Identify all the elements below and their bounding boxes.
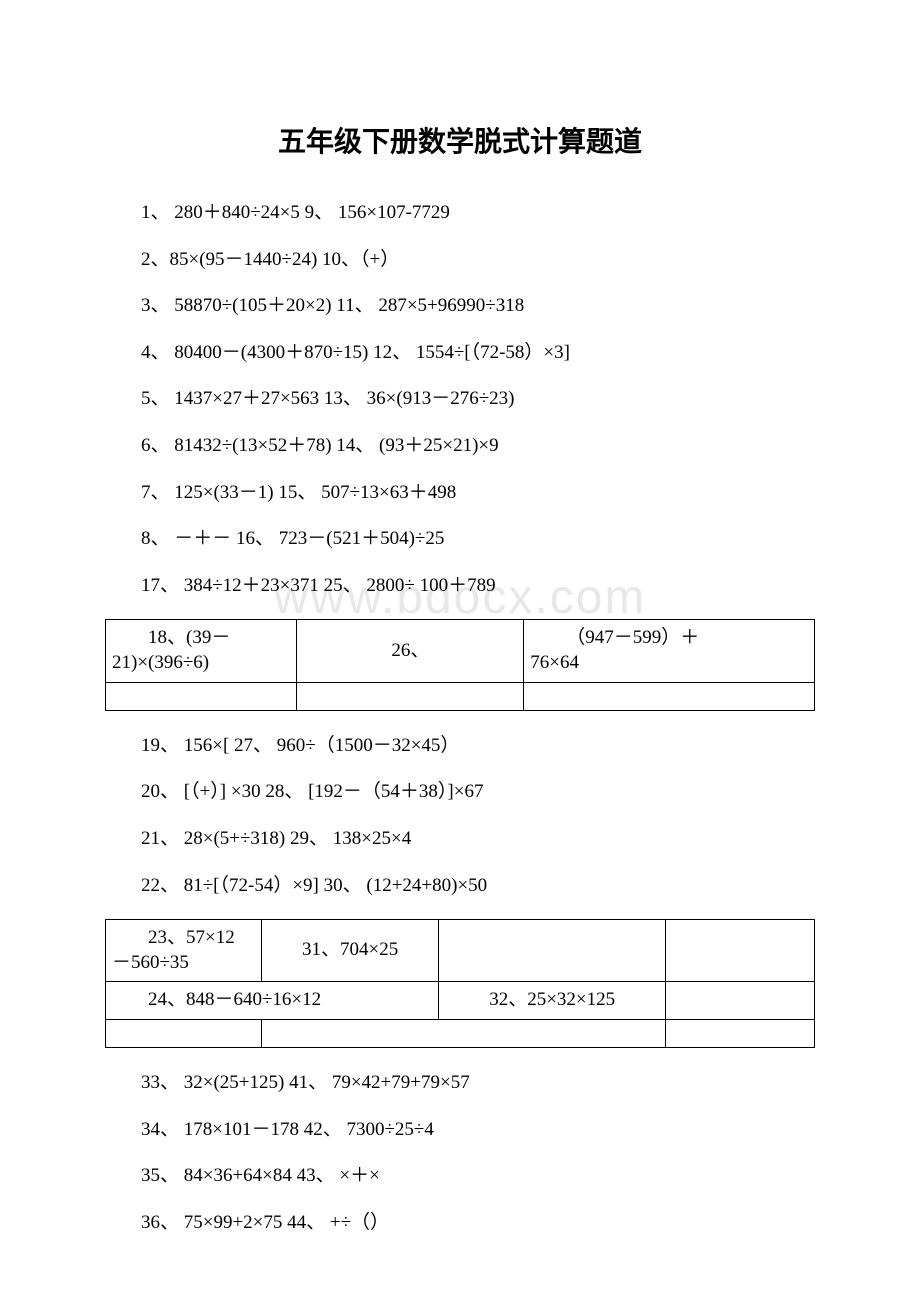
table-cell: 18、(39－ 21)×(396÷6) — [106, 620, 297, 682]
problem-line: 4、 80400－(4300＋870÷15) 12、 1554÷[（72-58）… — [105, 340, 815, 367]
table-cell: 23、57×12 －560÷35 — [106, 920, 262, 982]
problem-line: 8、 －＋－ 16、 723－(521＋504)÷25 — [105, 526, 815, 553]
table-cell — [297, 682, 524, 710]
problem-line: 6、 81432÷(13×52＋78) 14、 (93＋25×21)×9 — [105, 433, 815, 460]
table-cell — [106, 1020, 262, 1048]
problem-table-1: 18、(39－ 21)×(396÷6) 26、 （947－599）＋ 76×64 — [105, 619, 815, 710]
table-cell — [666, 1020, 815, 1048]
table-cell — [106, 682, 297, 710]
table-row: 18、(39－ 21)×(396÷6) 26、 （947－599）＋ 76×64 — [106, 620, 815, 682]
table-row: 24、848－640÷16×12 32、25×32×125 — [106, 982, 815, 1020]
table-cell: 31、704×25 — [261, 920, 438, 982]
problem-line: 22、 81÷[（72-54）×9] 30、 (12+24+80)×50 — [105, 873, 815, 900]
cell-text: －560÷35 — [112, 951, 255, 976]
page-title: 五年级下册数学脱式计算题道 — [105, 120, 815, 160]
problem-line: 2、85×(95－1440÷24) 10、（+） — [105, 247, 815, 274]
problem-line: 5、 1437×27＋27×563 13、 36×(913－276÷23) — [105, 386, 815, 413]
cell-text: 23、57×12 — [112, 926, 255, 951]
problem-line: 3、 58870÷(105＋20×2) 11、 287×5+96990÷318 — [105, 293, 815, 320]
table-cell — [439, 920, 666, 982]
problem-line: 20、 [（+）] ×30 28、 [192－（54＋38）]×67 — [105, 779, 815, 806]
problem-line: 34、 178×101－178 42、 7300÷25÷4 — [105, 1117, 815, 1144]
problem-line: 19、 156×[ 27、 960÷（1500－32×45） — [105, 733, 815, 760]
table-row — [106, 1020, 815, 1048]
cell-text: 76×64 — [530, 651, 808, 676]
table-cell: 26、 — [297, 620, 524, 682]
problem-line: 7、 125×(33－1) 15、 507÷13×63＋498 — [105, 480, 815, 507]
problem-table-2: 23、57×12 －560÷35 31、704×25 24、848－640÷16… — [105, 919, 815, 1048]
cell-text: 24、848－640÷16×12 — [112, 988, 432, 1013]
table-cell: （947－599）＋ 76×64 — [524, 620, 815, 682]
cell-text: （947－599）＋ — [530, 626, 808, 651]
cell-text: 21)×(396÷6) — [112, 651, 290, 676]
table-row: 23、57×12 －560÷35 31、704×25 — [106, 920, 815, 982]
table-cell — [524, 682, 815, 710]
problem-line: 21、 28×(5+÷318) 29、 138×25×4 — [105, 826, 815, 853]
table-cell: 24、848－640÷16×12 — [106, 982, 439, 1020]
problem-line: 36、 75×99+2×75 44、 +÷（） — [105, 1210, 815, 1237]
problem-line: 1、 280＋840÷24×5 9、 156×107-7729 — [105, 200, 815, 227]
problem-line: 17、 384÷12＋23×371 25、 2800÷ 100＋789 — [105, 573, 815, 600]
table-cell — [666, 920, 815, 982]
table-cell — [666, 982, 815, 1020]
table-cell: 32、25×32×125 — [439, 982, 666, 1020]
problem-line: 35、 84×36+64×84 43、 ×＋× — [105, 1163, 815, 1190]
problem-line: 33、 32×(25+125) 41、 79×42+79+79×57 — [105, 1070, 815, 1097]
table-cell — [261, 1020, 665, 1048]
cell-text: 18、(39－ — [112, 626, 290, 651]
table-row — [106, 682, 815, 710]
